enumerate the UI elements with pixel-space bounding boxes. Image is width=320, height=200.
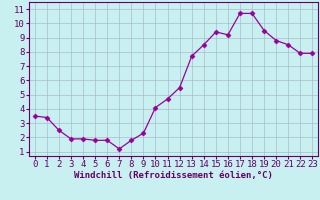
X-axis label: Windchill (Refroidissement éolien,°C): Windchill (Refroidissement éolien,°C)	[74, 171, 273, 180]
